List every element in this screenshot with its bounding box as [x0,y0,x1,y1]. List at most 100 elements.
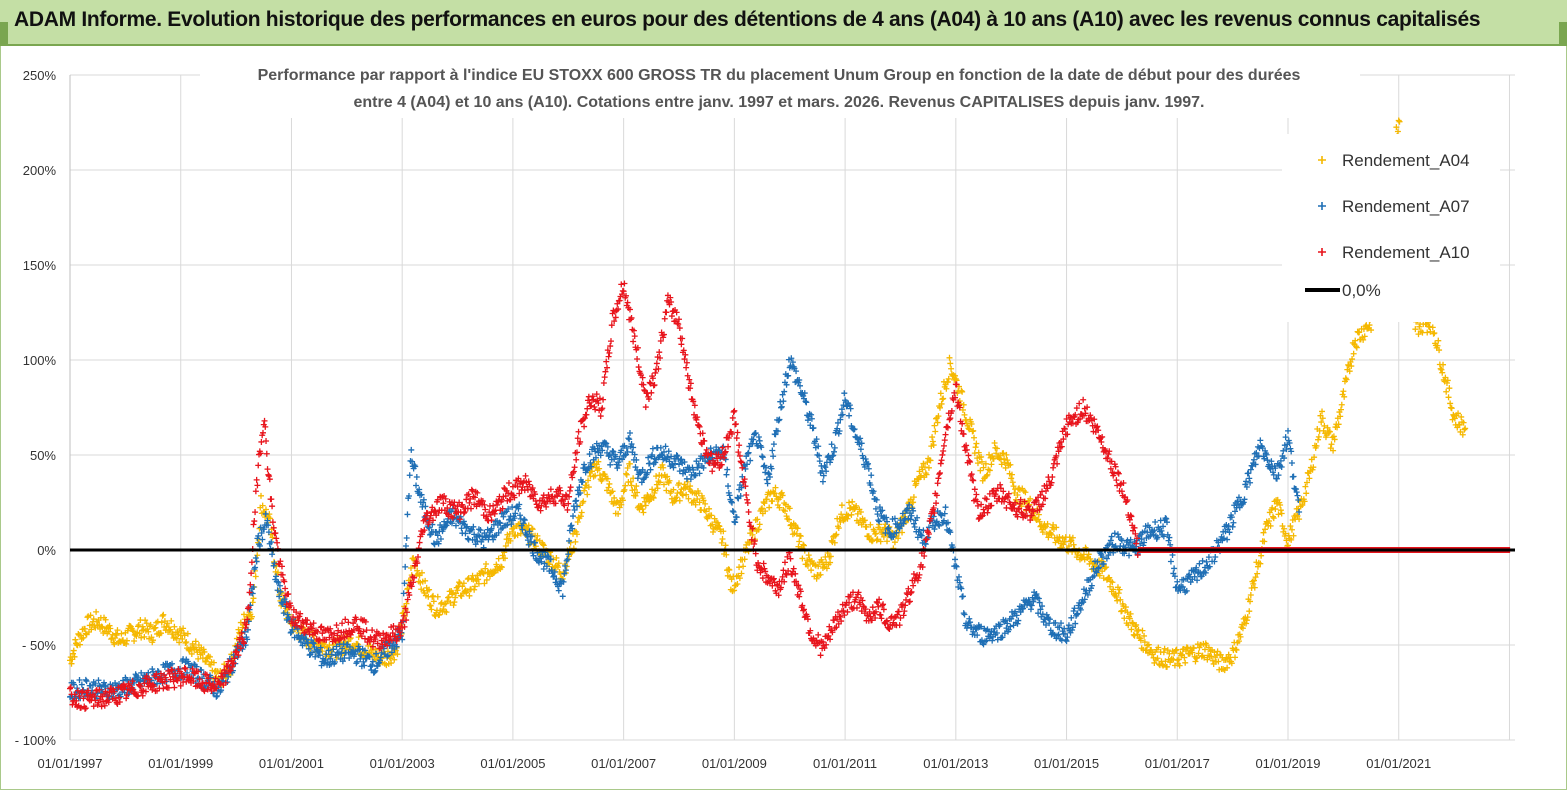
data-point-marker [1324,424,1331,431]
data-point-marker [986,451,993,458]
data-point-marker [781,388,788,395]
data-point-marker [1053,452,1060,459]
data-point-marker [870,488,877,495]
data-point-marker [415,553,422,560]
data-point-marker [98,703,105,710]
data-point-marker [196,676,203,683]
data-point-marker [420,496,427,503]
data-point-marker [731,587,738,594]
data-point-marker [663,487,670,494]
data-point-marker [1440,361,1447,368]
data-point-marker [562,567,569,574]
data-point-marker [990,455,997,462]
data-point-marker [261,417,268,424]
data-point-marker [1160,523,1167,530]
data-point-marker [1036,599,1043,606]
data-point-marker [982,460,989,467]
data-point-marker [793,530,800,537]
data-point-marker [1288,526,1295,533]
data-point-marker [1154,655,1161,662]
data-point-marker [994,636,1001,643]
data-point-marker [801,390,808,397]
data-point-marker [1269,513,1276,520]
data-point-marker [618,447,625,454]
data-point-marker [1061,426,1068,433]
data-point-marker [72,636,79,643]
data-point-marker [1056,624,1063,631]
data-point-marker [956,404,963,411]
data-point-marker [258,529,265,536]
data-point-marker [859,452,866,459]
data-point-marker [787,555,794,562]
data-point-marker [1073,611,1080,618]
data-point-marker [1061,630,1068,637]
data-point-marker [201,688,208,695]
data-point-marker [1126,539,1133,546]
data-point-marker [751,540,758,547]
data-point-marker [138,634,145,641]
data-point-marker [547,556,554,563]
data-point-marker [997,481,1004,488]
data-point-marker [884,538,891,545]
data-point-marker [170,678,177,685]
data-point-marker [356,646,363,653]
data-point-marker [778,489,785,496]
data-point-marker [659,461,666,468]
data-point-marker [672,460,679,467]
data-point-marker [131,638,138,645]
data-point-marker [725,435,732,442]
data-point-marker [763,496,770,503]
data-point-marker [923,536,930,543]
data-point-marker [676,480,683,487]
data-point-marker [650,494,657,501]
data-point-marker [788,355,795,362]
data-point-marker [764,480,771,487]
data-point-marker [910,507,917,514]
data-point-marker [623,445,630,452]
data-point-marker [275,579,282,586]
data-point-marker [578,509,585,516]
data-point-marker [618,501,625,508]
data-point-marker [1080,396,1087,403]
data-point-marker [188,650,195,657]
data-point-marker [1106,574,1113,581]
data-point-marker [970,427,977,434]
data-point-marker [426,586,433,593]
data-point-marker [730,509,737,516]
data-point-marker [190,678,197,685]
data-point-marker [1007,623,1014,630]
data-point-marker [269,551,276,558]
data-point-marker [1162,515,1169,522]
data-point-marker [736,575,743,582]
y-tick-label: 0% [37,543,56,558]
data-point-marker [755,434,762,440]
data-point-marker [702,458,709,465]
data-point-marker [1008,475,1015,482]
data-point-marker [759,453,766,460]
data-point-marker [698,441,705,448]
data-point-marker [1126,516,1133,523]
data-point-marker [1008,471,1015,478]
data-point-marker [1212,554,1219,561]
data-point-marker [1202,569,1209,576]
data-point-marker [264,517,271,524]
data-point-marker [167,626,174,633]
data-point-marker [694,464,701,471]
data-point-marker [258,438,265,445]
data-point-marker [837,614,844,621]
data-point-marker [164,620,171,627]
data-point-marker [1147,532,1154,539]
data-point-marker [744,496,751,503]
data-point-marker [296,613,303,620]
data-point-marker [842,602,849,609]
data-point-marker [937,470,944,477]
data-point-marker [640,381,647,388]
data-point-marker [711,515,718,522]
data-point-marker [834,616,841,623]
data-point-marker [1183,587,1190,594]
data-point-marker [1126,615,1133,622]
data-point-marker [1012,608,1019,615]
data-point-marker [676,461,683,468]
data-point-marker [303,636,310,643]
data-point-marker [1445,394,1452,401]
